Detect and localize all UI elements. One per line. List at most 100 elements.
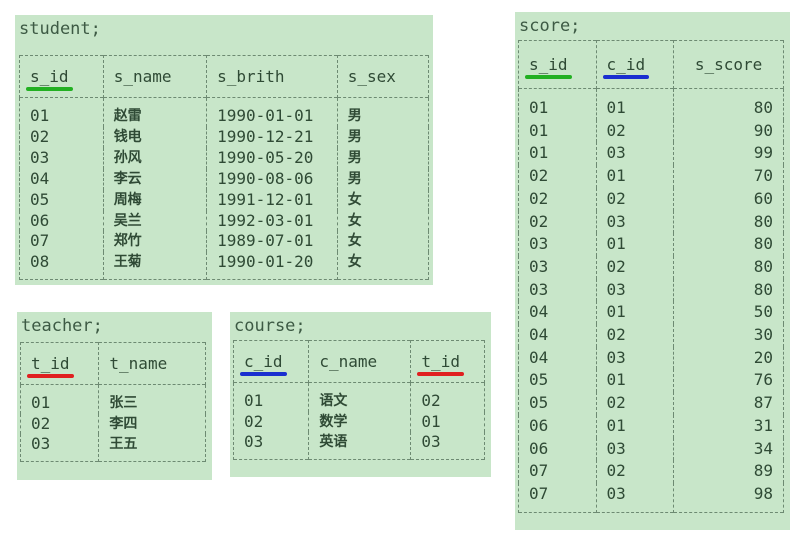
score-cell-s_score: 80 — [673, 210, 784, 234]
score-cell-s_score: 70 — [673, 165, 784, 188]
score-cell-c_id: 03 — [595, 346, 675, 370]
column-label: s_brith — [217, 67, 285, 86]
student-cell-s_id: 03 — [19, 147, 104, 169]
score-cell-s_score: 34 — [673, 437, 784, 461]
score-cell-s_score: 80 — [673, 233, 784, 256]
score-cell-s_id: 01 — [518, 119, 597, 143]
table-row: 05 01 76 — [518, 369, 784, 393]
table-row: 08 王菊 1990-01-20 女 — [19, 252, 430, 280]
student-table: s_id s_name s_brith s_sex 01 赵雷 1990-01-01 男 02 钱… — [19, 55, 430, 280]
table-row: 04 02 30 — [518, 324, 784, 347]
score-cell-s_score: 50 — [673, 301, 784, 325]
table-row: 03 01 80 — [518, 233, 784, 256]
course-cell-t_id: 03 — [410, 432, 485, 459]
student-cell-s_name: 李云 — [102, 168, 208, 190]
table-row: 05 02 87 — [518, 392, 784, 415]
student-cell-s_sex: 女 — [336, 252, 430, 280]
student-header-s_id: s_id — [19, 55, 104, 98]
teacher-t_id-key-underline — [27, 374, 74, 378]
student-cell-s_sex: 男 — [336, 168, 430, 190]
course-cell-c_id: 01 — [232, 382, 310, 412]
student-cell-s_brith: 1990-12-21 — [206, 126, 338, 148]
student-cell-s_id: 02 — [19, 126, 104, 148]
teacher-title: teacher; — [21, 316, 103, 336]
student-cell-s_name: 孙风 — [102, 147, 208, 169]
score-cell-s_id: 02 — [518, 187, 597, 211]
table-row: 01 02 90 — [518, 119, 784, 143]
student-title: student; — [19, 19, 101, 39]
table-row: 03 02 80 — [518, 255, 784, 279]
score-cell-c_id: 02 — [595, 392, 675, 415]
score-cell-s_id: 06 — [518, 414, 597, 438]
score-cell-c_id: 03 — [595, 210, 675, 234]
student-cell-s_name: 王菊 — [102, 252, 208, 280]
student-cell-s_brith: 1990-05-20 — [206, 147, 338, 169]
table-row: 02 02 60 — [518, 187, 784, 211]
teacher-header-t_name: t_name — [98, 342, 206, 385]
column-label: c_id — [606, 55, 646, 74]
table-row: 04 李云 1990-08-06 男 — [19, 168, 430, 190]
score-s_id-key-underline — [525, 75, 572, 79]
score-cell-s_id: 07 — [518, 460, 597, 483]
student-cell-s_sex: 男 — [336, 97, 430, 127]
score-cell-s_score: 80 — [673, 255, 784, 279]
course-cell-t_id: 02 — [410, 382, 485, 412]
course-header-c_name: c_name — [308, 340, 412, 383]
score-table-panel: score; s_id c_id s_score 01 01 80 01 02 90 01 03 99 0… — [515, 12, 790, 530]
teacher-cell-t_id: 01 — [19, 384, 100, 414]
student-cell-s_brith: 1990-01-01 — [206, 97, 338, 127]
student-cell-s_name: 赵雷 — [102, 97, 208, 127]
table-row: 02 钱电 1990-12-21 男 — [19, 126, 430, 148]
student-cell-s_sex: 男 — [336, 147, 430, 169]
score-cell-c_id: 01 — [595, 301, 675, 325]
teacher-cell-t_name: 张三 — [98, 384, 206, 414]
student-table-panel: student; s_id s_name s_brith s_sex 01 赵雷 1990-0… — [15, 15, 433, 285]
table-row: 03 孙风 1990-05-20 男 — [19, 147, 430, 169]
teacher-cell-t_name: 王五 — [98, 434, 206, 461]
table-row: 07 郑竹 1989-07-01 女 — [19, 231, 430, 253]
table-row: 03 03 80 — [518, 278, 784, 302]
score-cell-s_score: 76 — [673, 369, 784, 393]
course-t_id-key-underline — [417, 372, 464, 376]
column-label: c_name — [319, 352, 378, 371]
column-label: t_id — [421, 352, 460, 371]
course-cell-c_id: 03 — [232, 432, 310, 459]
score-cell-s_score: 30 — [673, 324, 784, 347]
student-cell-s_sex: 男 — [336, 126, 430, 148]
score-cell-s_score: 90 — [673, 119, 784, 143]
table-row: 04 03 20 — [518, 346, 784, 370]
teacher-cell-t_id: 02 — [19, 413, 100, 434]
student-cell-s_name: 周梅 — [102, 189, 208, 211]
score-cell-s_id: 04 — [518, 346, 597, 370]
table-row: 01 03 99 — [518, 142, 784, 166]
column-label: s_score — [694, 55, 763, 74]
table-row: 04 01 50 — [518, 301, 784, 325]
course-table-panel: course; c_id c_name t_id 01 语文 02 02 数学 01 03 英语 03 — [230, 312, 491, 477]
course-table: c_id c_name t_id 01 语文 02 02 数学 01 03 英语 03 — [232, 340, 485, 460]
score-cell-s_id: 05 — [518, 392, 597, 415]
student-header-s_brith: s_brith — [206, 55, 338, 98]
table-row: 01 01 80 — [518, 88, 784, 120]
score-header-c_id: c_id — [595, 40, 675, 89]
score-c_id-key-underline — [602, 75, 650, 79]
score-header-s_score: s_score — [673, 40, 784, 89]
score-cell-s_id: 04 — [518, 324, 597, 347]
column-label: s_id — [30, 67, 69, 86]
table-row: 06 吴兰 1992-03-01 女 — [19, 210, 430, 232]
score-cell-c_id: 03 — [595, 278, 675, 302]
table-row: 03 王五 — [19, 434, 206, 461]
student-cell-s_sex: 女 — [336, 189, 430, 211]
table-row: 07 03 98 — [518, 482, 784, 513]
course-cell-c_id: 02 — [232, 411, 310, 432]
table-row: 02 01 70 — [518, 165, 784, 188]
score-cell-c_id: 02 — [595, 324, 675, 347]
table-row: 01 语文 02 — [232, 382, 485, 412]
score-cell-s_id: 04 — [518, 301, 597, 325]
student-s_id-key-underline — [26, 87, 73, 91]
score-cell-s_score: 80 — [673, 88, 784, 120]
table-row: 01 赵雷 1990-01-01 男 — [19, 97, 430, 127]
score-cell-s_id: 03 — [518, 255, 597, 279]
teacher-header-t_id: t_id — [19, 342, 100, 385]
score-cell-s_id: 05 — [518, 369, 597, 393]
table-row: 03 英语 03 — [232, 432, 485, 459]
